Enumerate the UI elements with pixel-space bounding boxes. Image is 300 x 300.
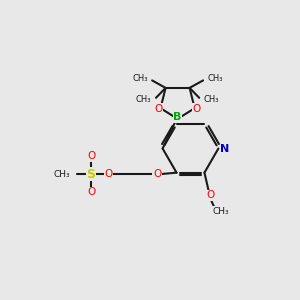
Text: CH₃: CH₃ [212,207,229,216]
Text: O: O [87,151,95,161]
Text: CH₃: CH₃ [132,74,148,83]
Text: B: B [173,112,182,122]
Text: CH₃: CH₃ [208,74,223,83]
Text: CH₃: CH₃ [136,95,152,104]
Text: CH₃: CH₃ [204,95,219,104]
Text: O: O [192,103,201,114]
Text: N: N [220,143,230,154]
Text: CH₃: CH₃ [53,170,70,179]
Text: O: O [87,187,95,197]
Text: O: O [104,169,112,179]
Text: S: S [87,168,96,181]
Text: O: O [206,190,214,200]
Text: O: O [153,169,161,179]
Text: O: O [154,103,163,114]
